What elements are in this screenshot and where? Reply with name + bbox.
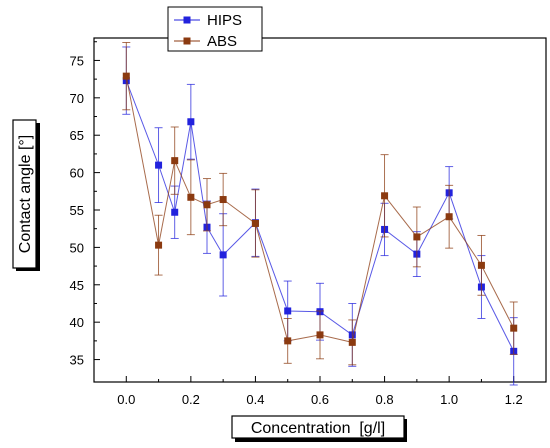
x-tick-label: 0.8 bbox=[376, 392, 394, 407]
hips-data-point bbox=[284, 307, 292, 315]
abs-data-point bbox=[171, 157, 179, 165]
legend-marker-abs bbox=[183, 37, 191, 45]
abs-data-point bbox=[203, 201, 211, 209]
legend: HIPS ABS bbox=[167, 6, 263, 52]
abs-data-point bbox=[251, 219, 259, 227]
y-axis-title: Contact angle [°] bbox=[12, 119, 40, 271]
y-tick-label: 65 bbox=[70, 128, 84, 143]
abs-data-point bbox=[510, 324, 518, 332]
y-tick-label: 40 bbox=[70, 315, 84, 330]
legend-label-abs: ABS bbox=[207, 33, 237, 50]
abs-data-point bbox=[413, 233, 421, 241]
y-tick-label: 45 bbox=[70, 278, 84, 293]
abs-data-point bbox=[187, 193, 195, 201]
x-tick-label: 1.0 bbox=[440, 392, 458, 407]
x-tick-label: 0.0 bbox=[117, 392, 135, 407]
legend-label-hips: HIPS bbox=[207, 12, 242, 29]
abs-data-point bbox=[219, 196, 227, 204]
abs-data-point bbox=[477, 261, 485, 269]
x-axis-title: Concentration [g/l] bbox=[231, 415, 407, 442]
plot-area: 35 40 45 50 55 60 65 70 75 0.0 0.2 0.4 0.6 0.8 1.0 1.2 bbox=[70, 37, 547, 407]
hips-data-point bbox=[187, 118, 195, 126]
x-tick-label: 0.2 bbox=[182, 392, 200, 407]
y-tick-label: 50 bbox=[70, 240, 84, 255]
abs-data-point bbox=[381, 192, 389, 200]
x-tick-label: 1.2 bbox=[505, 392, 523, 407]
abs-data-point bbox=[348, 338, 356, 346]
y-axis-label: Contact angle [°] bbox=[17, 135, 34, 253]
y-tick-label: 55 bbox=[70, 203, 84, 218]
abs-data-point bbox=[155, 241, 163, 249]
hips-data-point bbox=[219, 251, 227, 259]
legend-marker-hips bbox=[183, 16, 191, 24]
abs-data-point bbox=[316, 331, 324, 339]
x-tick-label: 0.4 bbox=[246, 392, 264, 407]
hips-data-point bbox=[171, 208, 179, 216]
y-tick-label: 35 bbox=[70, 353, 84, 368]
x-axis-label: Concentration [g/l] bbox=[251, 420, 385, 437]
abs-data-point bbox=[284, 337, 292, 345]
y-tick-label: 70 bbox=[70, 91, 84, 106]
y-tick-label: 75 bbox=[70, 53, 84, 68]
x-tick-label: 0.6 bbox=[311, 392, 329, 407]
hips-data-point bbox=[155, 161, 163, 169]
abs-data-point bbox=[122, 72, 130, 80]
y-tick-label: 60 bbox=[70, 166, 84, 181]
abs-data-point bbox=[445, 213, 453, 221]
